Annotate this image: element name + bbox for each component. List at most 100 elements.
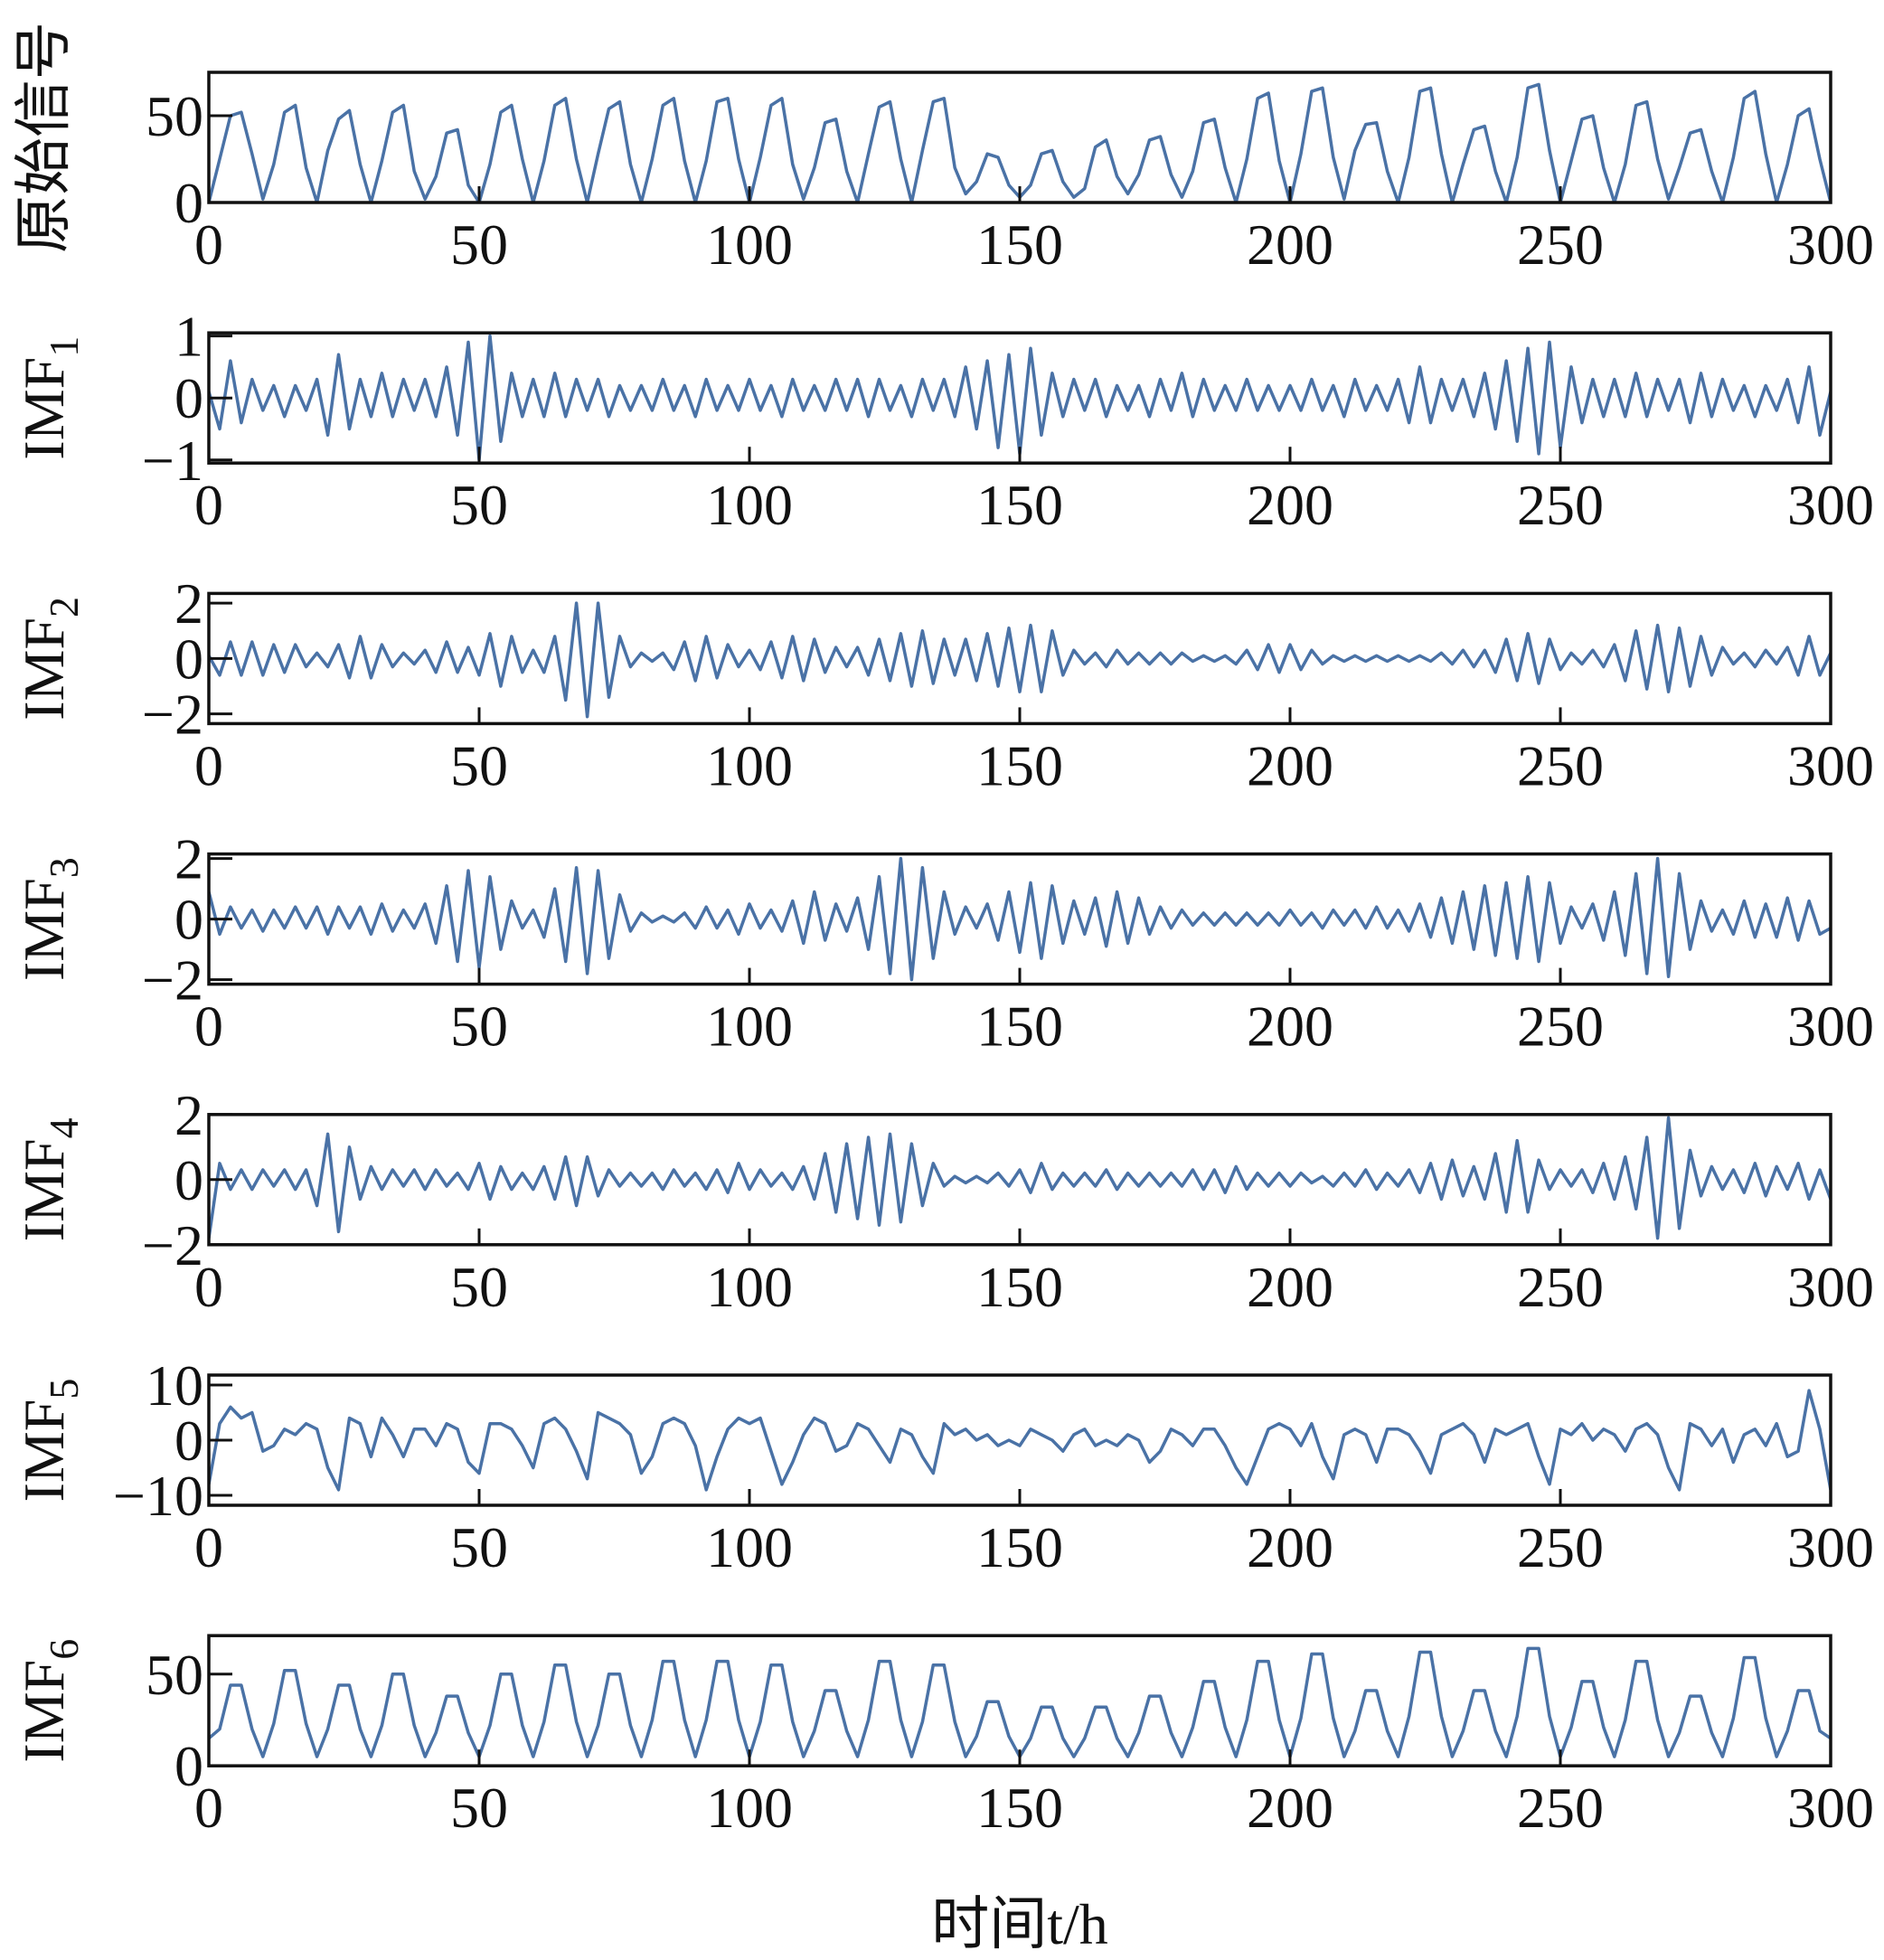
x-tick-label: 200 bbox=[1247, 1255, 1333, 1319]
y-tick-label: −2 bbox=[142, 683, 203, 747]
y-tick-label: 0 bbox=[174, 1734, 203, 1798]
plot-area bbox=[209, 1389, 1831, 1492]
x-tick-label: 150 bbox=[976, 733, 1063, 797]
signal-line bbox=[209, 601, 1831, 719]
y-axis-label-text: IMF bbox=[12, 1399, 76, 1503]
x-tick-label: 100 bbox=[706, 1255, 793, 1319]
y-axis-label: IMF3 bbox=[12, 857, 87, 981]
x-tick-label: 150 bbox=[976, 473, 1063, 537]
signal-line bbox=[209, 1646, 1831, 1758]
y-tick-label: 0 bbox=[174, 1409, 203, 1473]
x-tick-label: 100 bbox=[706, 1515, 793, 1579]
x-tick-label: 150 bbox=[976, 1776, 1063, 1840]
plot-area bbox=[209, 334, 1831, 462]
x-tick-label: 150 bbox=[976, 1255, 1063, 1319]
y-tick-label: 2 bbox=[174, 1083, 203, 1147]
y-axis-label-subscript: 1 bbox=[41, 336, 87, 357]
x-tick-label: 300 bbox=[1787, 1515, 1874, 1579]
signal-line bbox=[209, 856, 1831, 982]
x-tick-label: 200 bbox=[1247, 733, 1333, 797]
y-tick-label: 0 bbox=[174, 366, 203, 430]
plot-area bbox=[209, 856, 1831, 982]
x-tick-label: 300 bbox=[1787, 212, 1874, 277]
y-tick-label: 2 bbox=[174, 827, 203, 891]
plot-area bbox=[209, 1116, 1831, 1240]
signal-line bbox=[209, 1116, 1831, 1240]
x-axis-label: 时间t/h bbox=[931, 1892, 1108, 1956]
y-tick-label: −2 bbox=[142, 948, 203, 1013]
axes-frame bbox=[207, 1373, 1832, 1507]
x-tick-label: 200 bbox=[1247, 212, 1333, 277]
x-tick-label: 0 bbox=[194, 1515, 223, 1579]
x-tick-label: 50 bbox=[450, 1515, 508, 1579]
y-axis-label-text: IMF bbox=[12, 878, 76, 981]
y-axis-label-subscript: 4 bbox=[41, 1117, 87, 1138]
y-tick-label: −2 bbox=[142, 1213, 203, 1277]
y-tick-label: 0 bbox=[174, 1148, 203, 1212]
x-tick-label: 150 bbox=[976, 994, 1063, 1059]
y-axis-label-subscript: 5 bbox=[41, 1379, 87, 1399]
x-tick-label: 100 bbox=[706, 1776, 793, 1840]
plot-area bbox=[209, 1646, 1831, 1758]
y-axis-label: 原始信号 bbox=[12, 22, 76, 253]
x-tick-label: 150 bbox=[976, 212, 1063, 277]
plot-area bbox=[209, 82, 1831, 203]
axes-frame bbox=[207, 1634, 1832, 1767]
x-tick-label: 100 bbox=[706, 473, 793, 537]
x-tick-label: 200 bbox=[1247, 473, 1333, 537]
x-tick-label: 200 bbox=[1247, 994, 1333, 1059]
y-tick-label: 1 bbox=[174, 305, 203, 369]
y-tick-label: 0 bbox=[174, 888, 203, 952]
x-tick-label: 50 bbox=[450, 994, 508, 1059]
y-tick-label: 50 bbox=[146, 1643, 203, 1707]
y-axis-label-text: IMF bbox=[12, 357, 76, 460]
axes-frame bbox=[207, 71, 1832, 204]
y-axis-label-text: IMF bbox=[12, 1660, 76, 1763]
x-tick-label: 0 bbox=[194, 1255, 223, 1319]
x-tick-label: 300 bbox=[1787, 1255, 1874, 1319]
x-tick-label: 300 bbox=[1787, 1776, 1874, 1840]
x-tick-label: 100 bbox=[706, 212, 793, 277]
y-tick-label: 50 bbox=[146, 84, 203, 148]
y-axis-label-subscript: 2 bbox=[41, 597, 87, 617]
x-tick-label: 0 bbox=[194, 1776, 223, 1840]
y-axis-label-subscript: 3 bbox=[41, 857, 87, 878]
x-tick-label: 200 bbox=[1247, 1776, 1333, 1840]
x-tick-label: 250 bbox=[1517, 1776, 1604, 1840]
x-tick-label: 300 bbox=[1787, 733, 1874, 797]
x-tick-label: 300 bbox=[1787, 994, 1874, 1059]
x-tick-label: 250 bbox=[1517, 733, 1604, 797]
x-tick-label: 250 bbox=[1517, 994, 1604, 1059]
y-axis-label-text: IMF bbox=[12, 617, 76, 721]
x-tick-label: 300 bbox=[1787, 473, 1874, 537]
y-axis-label-text: 原始信号 bbox=[12, 22, 76, 253]
x-tick-label: 50 bbox=[450, 1776, 508, 1840]
x-tick-label: 250 bbox=[1517, 1255, 1604, 1319]
x-tick-label: 0 bbox=[194, 212, 223, 277]
x-tick-label: 0 bbox=[194, 733, 223, 797]
x-tick-label: 50 bbox=[450, 212, 508, 277]
y-axis-label-text: IMF bbox=[12, 1138, 76, 1241]
y-tick-label: 2 bbox=[174, 571, 203, 636]
x-tick-label: 100 bbox=[706, 994, 793, 1059]
x-tick-label: 250 bbox=[1517, 473, 1604, 537]
y-axis-label: IMF2 bbox=[12, 597, 87, 721]
y-tick-label: 0 bbox=[174, 171, 203, 235]
y-tick-label: −10 bbox=[113, 1464, 203, 1528]
x-tick-label: 50 bbox=[450, 1255, 508, 1319]
x-tick-label: 0 bbox=[194, 473, 223, 537]
x-tick-label: 100 bbox=[706, 733, 793, 797]
y-axis-label: IMF4 bbox=[12, 1117, 87, 1241]
y-tick-label: 0 bbox=[174, 627, 203, 691]
y-tick-label: −1 bbox=[142, 429, 203, 493]
signal-line bbox=[209, 1389, 1831, 1492]
x-tick-label: 200 bbox=[1247, 1515, 1333, 1579]
signal-line bbox=[209, 82, 1831, 203]
x-tick-label: 250 bbox=[1517, 212, 1604, 277]
x-tick-label: 0 bbox=[194, 994, 223, 1059]
y-axis-label: IMF6 bbox=[12, 1639, 87, 1763]
y-tick-label: 10 bbox=[146, 1353, 203, 1418]
y-axis-label: IMF5 bbox=[12, 1379, 87, 1503]
